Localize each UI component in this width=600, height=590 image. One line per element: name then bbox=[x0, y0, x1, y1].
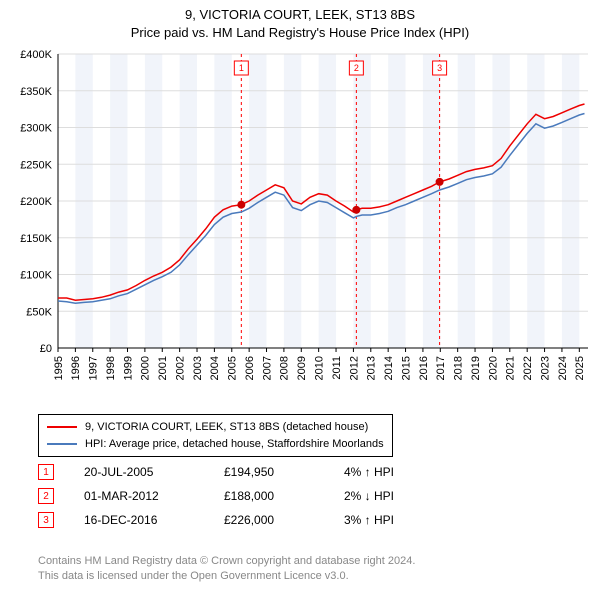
svg-text:2021: 2021 bbox=[505, 356, 517, 380]
svg-text:1995: 1995 bbox=[53, 356, 65, 380]
svg-text:1996: 1996 bbox=[70, 356, 82, 380]
svg-text:2004: 2004 bbox=[209, 356, 221, 380]
footer-attribution: Contains HM Land Registry data © Crown c… bbox=[38, 554, 415, 584]
svg-text:1: 1 bbox=[239, 63, 244, 73]
sale-delta: 3% ↑ HPI bbox=[344, 513, 444, 527]
legend-row: HPI: Average price, detached house, Staf… bbox=[47, 436, 384, 453]
sale-marker-icon: 2 bbox=[38, 488, 54, 504]
sales-table: 1 20-JUL-2005 £194,950 4% ↑ HPI 2 01-MAR… bbox=[38, 460, 444, 532]
sale-marker-number: 3 bbox=[43, 515, 49, 526]
svg-text:3: 3 bbox=[437, 63, 442, 73]
svg-text:2011: 2011 bbox=[331, 356, 343, 380]
svg-text:2001: 2001 bbox=[157, 356, 169, 380]
svg-text:2007: 2007 bbox=[261, 356, 273, 380]
svg-text:2008: 2008 bbox=[279, 356, 291, 380]
svg-text:2: 2 bbox=[354, 63, 359, 73]
svg-text:2019: 2019 bbox=[470, 356, 482, 380]
legend-swatch-property bbox=[47, 426, 77, 428]
sales-row: 2 01-MAR-2012 £188,000 2% ↓ HPI bbox=[38, 484, 444, 508]
legend-row: 9, VICTORIA COURT, LEEK, ST13 8BS (detac… bbox=[47, 419, 384, 436]
sale-marker-icon: 3 bbox=[38, 512, 54, 528]
svg-text:1998: 1998 bbox=[105, 356, 117, 380]
sale-date: 16-DEC-2016 bbox=[84, 513, 224, 527]
svg-text:2009: 2009 bbox=[296, 356, 308, 380]
svg-text:1997: 1997 bbox=[88, 356, 100, 380]
svg-text:£50K: £50K bbox=[26, 306, 52, 318]
sale-price: £194,950 bbox=[224, 465, 344, 479]
svg-text:2010: 2010 bbox=[314, 356, 326, 380]
svg-text:2014: 2014 bbox=[383, 356, 395, 380]
svg-text:2017: 2017 bbox=[435, 356, 447, 380]
legend-label: HPI: Average price, detached house, Staf… bbox=[85, 436, 384, 453]
sale-marker-icon: 1 bbox=[38, 464, 54, 480]
chart-subtitle: Price paid vs. HM Land Registry's House … bbox=[0, 24, 600, 42]
svg-text:2000: 2000 bbox=[140, 356, 152, 380]
svg-text:£250K: £250K bbox=[20, 159, 52, 171]
line-chart-svg: £0 £50K £100K £150K £200K £250K £300K £350K £400… bbox=[8, 48, 592, 408]
svg-text:2003: 2003 bbox=[192, 356, 204, 380]
svg-text:1999: 1999 bbox=[122, 356, 134, 380]
svg-text:£400K: £400K bbox=[20, 49, 52, 61]
legend-box: 9, VICTORIA COURT, LEEK, ST13 8BS (detac… bbox=[38, 414, 393, 457]
svg-text:2016: 2016 bbox=[418, 356, 430, 380]
chart-container: 9, VICTORIA COURT, LEEK, ST13 8BS Price … bbox=[0, 0, 600, 590]
footer-line: This data is licensed under the Open Gov… bbox=[38, 569, 415, 584]
svg-text:2020: 2020 bbox=[487, 356, 499, 380]
sale-delta: 4% ↑ HPI bbox=[344, 465, 444, 479]
legend-label: 9, VICTORIA COURT, LEEK, ST13 8BS (detac… bbox=[85, 419, 368, 436]
svg-text:£100K: £100K bbox=[20, 270, 52, 282]
svg-text:2023: 2023 bbox=[539, 356, 551, 380]
svg-text:2012: 2012 bbox=[348, 356, 360, 380]
chart-area: £0 £50K £100K £150K £200K £250K £300K £350K £400… bbox=[8, 48, 592, 408]
sale-date: 20-JUL-2005 bbox=[84, 465, 224, 479]
svg-text:2002: 2002 bbox=[174, 356, 186, 380]
svg-text:£0: £0 bbox=[40, 343, 52, 355]
svg-text:£300K: £300K bbox=[20, 123, 52, 135]
sales-row: 1 20-JUL-2005 £194,950 4% ↑ HPI bbox=[38, 460, 444, 484]
svg-text:£150K: £150K bbox=[20, 233, 52, 245]
sale-price: £226,000 bbox=[224, 513, 344, 527]
sale-marker-number: 1 bbox=[43, 467, 49, 478]
sale-date: 01-MAR-2012 bbox=[84, 489, 224, 503]
svg-text:2022: 2022 bbox=[522, 356, 534, 380]
svg-text:2013: 2013 bbox=[366, 356, 378, 380]
svg-text:2025: 2025 bbox=[574, 356, 586, 380]
svg-text:2024: 2024 bbox=[557, 356, 569, 380]
svg-text:2018: 2018 bbox=[453, 356, 465, 380]
legend-swatch-hpi bbox=[47, 443, 77, 445]
footer-line: Contains HM Land Registry data © Crown c… bbox=[38, 554, 415, 569]
svg-text:£200K: £200K bbox=[20, 196, 52, 208]
svg-text:£350K: £350K bbox=[20, 86, 52, 98]
svg-text:2005: 2005 bbox=[227, 356, 239, 380]
svg-text:2015: 2015 bbox=[400, 356, 412, 380]
sale-delta: 2% ↓ HPI bbox=[344, 489, 444, 503]
sale-price: £188,000 bbox=[224, 489, 344, 503]
sale-marker-number: 2 bbox=[43, 491, 49, 502]
svg-text:2006: 2006 bbox=[244, 356, 256, 380]
sales-row: 3 16-DEC-2016 £226,000 3% ↑ HPI bbox=[38, 508, 444, 532]
chart-title: 9, VICTORIA COURT, LEEK, ST13 8BS bbox=[0, 0, 600, 24]
